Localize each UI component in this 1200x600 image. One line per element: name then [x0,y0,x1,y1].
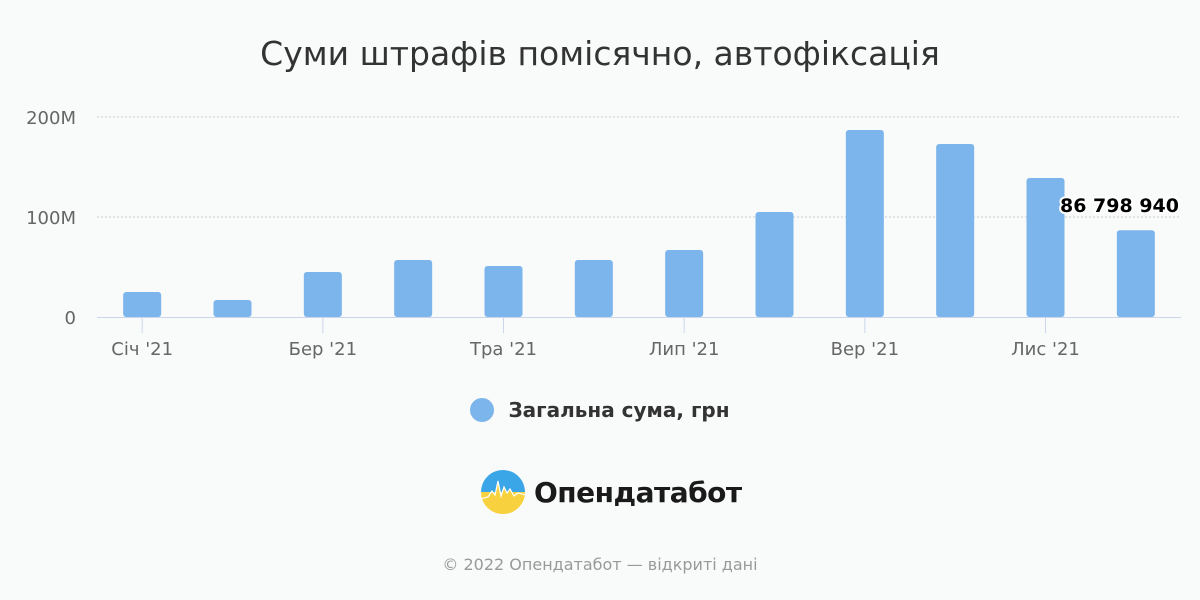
x-tick-label: Тра '21 [469,339,537,360]
legend-marker-icon [470,398,495,422]
bar-2[interactable] [213,300,252,317]
bar-series [123,130,1155,317]
bar-11[interactable] [1026,178,1065,317]
x-tick-label: Лип '21 [649,339,720,360]
bar-7[interactable] [665,250,704,317]
bar-4[interactable] [394,260,433,317]
grid-lines [97,116,1181,218]
bar-9[interactable] [845,130,884,317]
chart-area: 0 100M 200M Січ '21 Бер '21 Тра '21 Лип '21 Ве… [26,108,1181,360]
chart-title: Суми штрафів помісячно, автофіксація [260,34,940,73]
y-axis-labels: 0 100M 200M [26,108,76,329]
brand-name: Опендатабот [534,475,742,509]
x-tick-label: Вер '21 [831,339,899,360]
footer-copyright: © 2022 Опендатабот — відкриті дані [442,555,758,574]
bar-1[interactable] [123,292,162,317]
data-labels: 86 798 940 [1058,193,1181,219]
y-tick-label: 0 [65,308,76,329]
brand-logo: Опендатабот [480,468,742,516]
y-tick-label: 100M [26,208,76,229]
bar-5[interactable] [484,266,523,317]
data-label: 86 798 940 [1060,195,1179,217]
y-tick-label: 200M [26,108,76,129]
bar-6[interactable] [574,260,613,317]
bar-12[interactable] [1116,230,1155,317]
x-tick-label: Лис '21 [1011,339,1080,360]
bar-3[interactable] [303,272,342,317]
x-axis: Січ '21 Бер '21 Тра '21 Лип '21 Вер '21 Лис '… [97,317,1181,360]
legend-label: Загальна сума, грн [508,398,730,422]
sun-ekg-logo-icon [481,470,525,514]
x-tick-label: Січ '21 [111,339,173,360]
bar-10[interactable] [936,144,975,317]
x-tick-label: Бер '21 [289,339,357,360]
legend[interactable]: Загальна сума, грн [0,398,1200,422]
bar-8[interactable] [755,212,794,317]
